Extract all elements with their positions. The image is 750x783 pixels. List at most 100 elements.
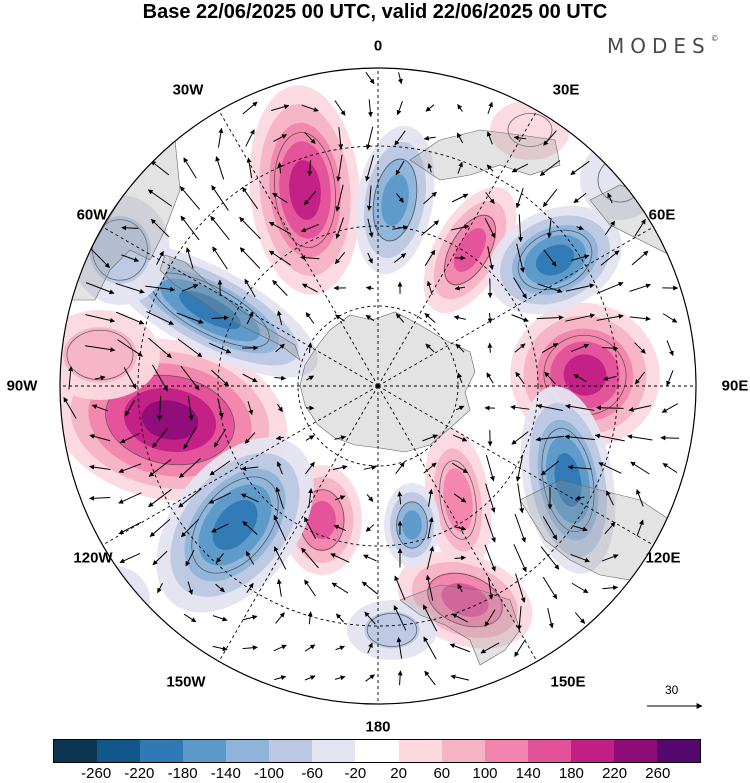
wind-vector-arrow bbox=[94, 375, 106, 381]
wind-vector-arrow bbox=[338, 127, 344, 150]
wind-vector-arrow bbox=[629, 316, 651, 322]
longitude-label-150w: 150W bbox=[166, 673, 206, 691]
wind-vector-arrow bbox=[335, 184, 344, 212]
wind-vector-arrow bbox=[300, 255, 320, 261]
wind-vector-arrow bbox=[157, 395, 163, 421]
wind-vector-arrow bbox=[118, 521, 142, 535]
meridian-line bbox=[377, 110, 538, 387]
wind-vector-arrow bbox=[422, 604, 438, 632]
wind-vector-arrow bbox=[451, 613, 469, 623]
wind-vector-arrow bbox=[457, 583, 463, 593]
wind-vector-arrow bbox=[394, 575, 406, 601]
anomaly-contour bbox=[289, 160, 321, 220]
wind-vector-arrow bbox=[146, 311, 174, 325]
colorbar-tick-label: 20 bbox=[390, 765, 407, 782]
wind-vector-arrow bbox=[301, 104, 319, 112]
wind-vector-arrow bbox=[427, 163, 433, 173]
wind-vector-arrow bbox=[455, 405, 465, 411]
wind-vector-arrow bbox=[515, 454, 524, 482]
wind-vector-arrow bbox=[118, 492, 142, 504]
wind-vector-arrow bbox=[395, 461, 405, 475]
wind-vector-arrow bbox=[365, 674, 375, 682]
wind-vector-arrow bbox=[276, 461, 283, 475]
wind-vector-arrow bbox=[662, 462, 678, 474]
wind-vector-arrow bbox=[268, 221, 291, 235]
wind-vector-arrow bbox=[242, 614, 258, 621]
wind-vector-arrow bbox=[603, 375, 617, 381]
wind-vector-arrow bbox=[242, 101, 258, 115]
colorbar-swatch bbox=[613, 740, 657, 762]
colorbar-swatch bbox=[570, 740, 614, 762]
wind-vector-arrow bbox=[300, 223, 319, 233]
wind-vector-arrow bbox=[152, 550, 168, 566]
wind-vector-arrow bbox=[304, 132, 316, 144]
contour-line bbox=[439, 460, 477, 540]
wind-vector-arrow bbox=[365, 314, 375, 322]
wind-vector-arrow bbox=[513, 544, 527, 573]
wind-vector-arrow bbox=[148, 459, 172, 477]
wind-vector-arrow bbox=[209, 460, 231, 476]
wind-vector-arrow bbox=[454, 555, 467, 561]
colorbar-swatch bbox=[183, 740, 227, 762]
wind-vector-arrow bbox=[301, 547, 319, 569]
wind-vector-arrow bbox=[150, 218, 170, 238]
wind-vector-arrow bbox=[303, 190, 317, 206]
contour-line bbox=[396, 501, 428, 549]
wind-vector-arrow bbox=[272, 280, 288, 296]
wind-vector-arrow bbox=[606, 490, 614, 506]
wind-vector-arrow bbox=[117, 339, 143, 357]
colorbar-tick-label: -180 bbox=[167, 765, 198, 782]
wind-vector-arrow bbox=[487, 312, 493, 324]
colorbar-tick-label: 100 bbox=[472, 765, 498, 782]
brand-mark: © bbox=[710, 34, 719, 44]
wind-vector-arrow bbox=[457, 104, 463, 112]
wind-vector-arrow bbox=[215, 156, 225, 180]
wind-vector-arrow bbox=[211, 369, 229, 387]
wind-vector-arrow bbox=[487, 101, 493, 114]
colorbar-tick-label: 260 bbox=[645, 765, 671, 782]
wind-vector-arrow bbox=[209, 342, 232, 354]
wind-vector-arrow bbox=[634, 342, 646, 354]
wind-vector-arrow bbox=[571, 582, 589, 594]
wind-vector-arrow bbox=[511, 163, 529, 173]
wind-vector-arrow bbox=[514, 639, 526, 657]
meridian-line bbox=[377, 385, 654, 546]
wind-vector-arrow bbox=[596, 313, 624, 321]
wind-vector-arrow bbox=[85, 345, 116, 353]
wind-vector-arrow bbox=[450, 224, 470, 231]
wind-vector-arrow bbox=[177, 338, 203, 358]
anomaly-contour bbox=[89, 216, 151, 284]
anomaly-contour bbox=[554, 453, 582, 507]
wind-vector-arrow bbox=[274, 675, 287, 681]
wind-vector-arrow bbox=[397, 72, 403, 85]
colorbar-swatch bbox=[226, 740, 270, 762]
wind-vector-arrow bbox=[607, 192, 613, 204]
wind-vector-arrow bbox=[363, 554, 377, 562]
wind-vector-arrow bbox=[364, 611, 376, 625]
colorbar-swatch bbox=[484, 740, 528, 762]
wind-vector-arrow bbox=[423, 135, 436, 141]
wind-vector-arrow bbox=[240, 493, 259, 503]
anomaly-contour bbox=[212, 499, 258, 551]
wind-vector-arrow bbox=[631, 250, 649, 266]
map-disk bbox=[60, 68, 696, 704]
wind-vector-arrow bbox=[571, 343, 590, 352]
wind-vector-arrow bbox=[627, 434, 653, 441]
wind-vector-arrow bbox=[426, 280, 433, 295]
wind-vector-arrow bbox=[567, 464, 592, 470]
wind-vectors bbox=[63, 71, 680, 686]
longitude-label-60w: 60W bbox=[76, 206, 108, 224]
wind-vector-arrow bbox=[212, 246, 228, 270]
contour-line bbox=[427, 572, 503, 628]
wind-vector-arrow bbox=[365, 126, 374, 150]
longitude-label-0: 0 bbox=[373, 37, 383, 55]
wind-vector-arrow bbox=[241, 465, 259, 471]
wind-vector-arrow bbox=[150, 160, 170, 176]
wind-vector-arrow bbox=[394, 130, 406, 146]
wind-vector-arrow bbox=[178, 457, 202, 479]
wind-vector-arrow bbox=[305, 461, 315, 475]
wind-vector-arrow bbox=[246, 582, 254, 594]
wind-vector-arrow bbox=[397, 670, 403, 686]
wind-vector-arrow bbox=[63, 397, 77, 419]
wind-vector-arrow bbox=[575, 495, 585, 501]
